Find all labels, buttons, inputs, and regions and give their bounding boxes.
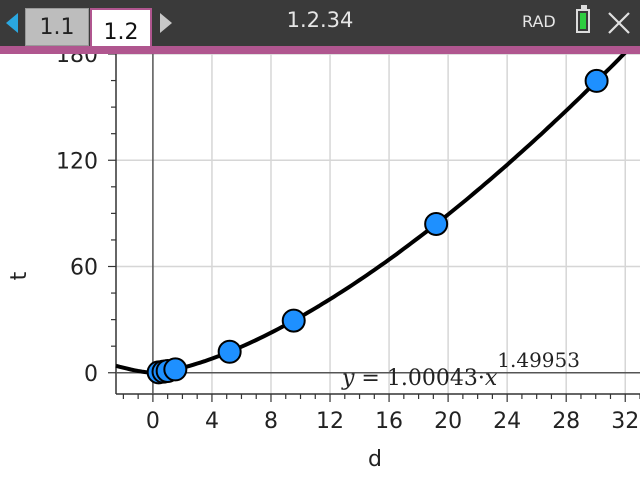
equation-equals: = (354, 366, 386, 391)
tab-accent-bar (0, 46, 640, 54)
document-title: 1.2.34 (270, 8, 370, 38)
equation-dot: · (478, 366, 485, 391)
regression-curve (116, 54, 640, 373)
equation-lhs: y (341, 366, 355, 391)
nav-right-arrow-icon[interactable] (160, 13, 172, 33)
data-point (425, 213, 447, 235)
regression-equation: y = 1.00043·x1.49953 (341, 348, 580, 391)
close-icon[interactable] (606, 10, 632, 36)
equation-variable: x (485, 366, 498, 391)
x-tick-label: 0 (146, 409, 160, 434)
equation-exponent: 1.49953 (497, 348, 580, 372)
x-tick-label: 20 (434, 409, 462, 434)
y-axis-label: t (7, 271, 32, 280)
y-tick-label: 60 (70, 256, 98, 281)
y-tick-label: 180 (56, 54, 98, 68)
y-tick-label: 0 (84, 362, 98, 387)
data-point (219, 341, 241, 363)
battery-level (580, 13, 586, 29)
data-point (164, 358, 186, 380)
data-point (283, 310, 305, 332)
x-tick-label: 12 (316, 409, 344, 434)
x-axis-label: d (368, 447, 382, 472)
x-tick-label: 16 (375, 409, 403, 434)
equation-coefficient: 1.00043 (387, 366, 478, 391)
tab-1-1[interactable]: 1.1 (25, 8, 89, 46)
x-tick-label: 28 (552, 409, 580, 434)
x-tick-label: 8 (264, 409, 278, 434)
top-bar: 1.1 1.2 1.2.34 RAD (0, 0, 640, 46)
battery-icon (576, 9, 590, 33)
angle-mode-label: RAD (522, 12, 556, 31)
x-tick-label: 24 (493, 409, 521, 434)
y-tick-label: 120 (56, 149, 98, 174)
grid (116, 54, 640, 394)
graph-area[interactable]: 0 4 8 12 16 20 24 28 32 0 60 120 180 y = 1.00043·x1.… (0, 54, 640, 480)
data-point (586, 70, 608, 92)
x-tick-label: 32 (611, 409, 639, 434)
x-tick-label: 4 (205, 409, 219, 434)
nav-left-arrow-icon[interactable] (6, 13, 18, 33)
data-points (148, 70, 608, 383)
